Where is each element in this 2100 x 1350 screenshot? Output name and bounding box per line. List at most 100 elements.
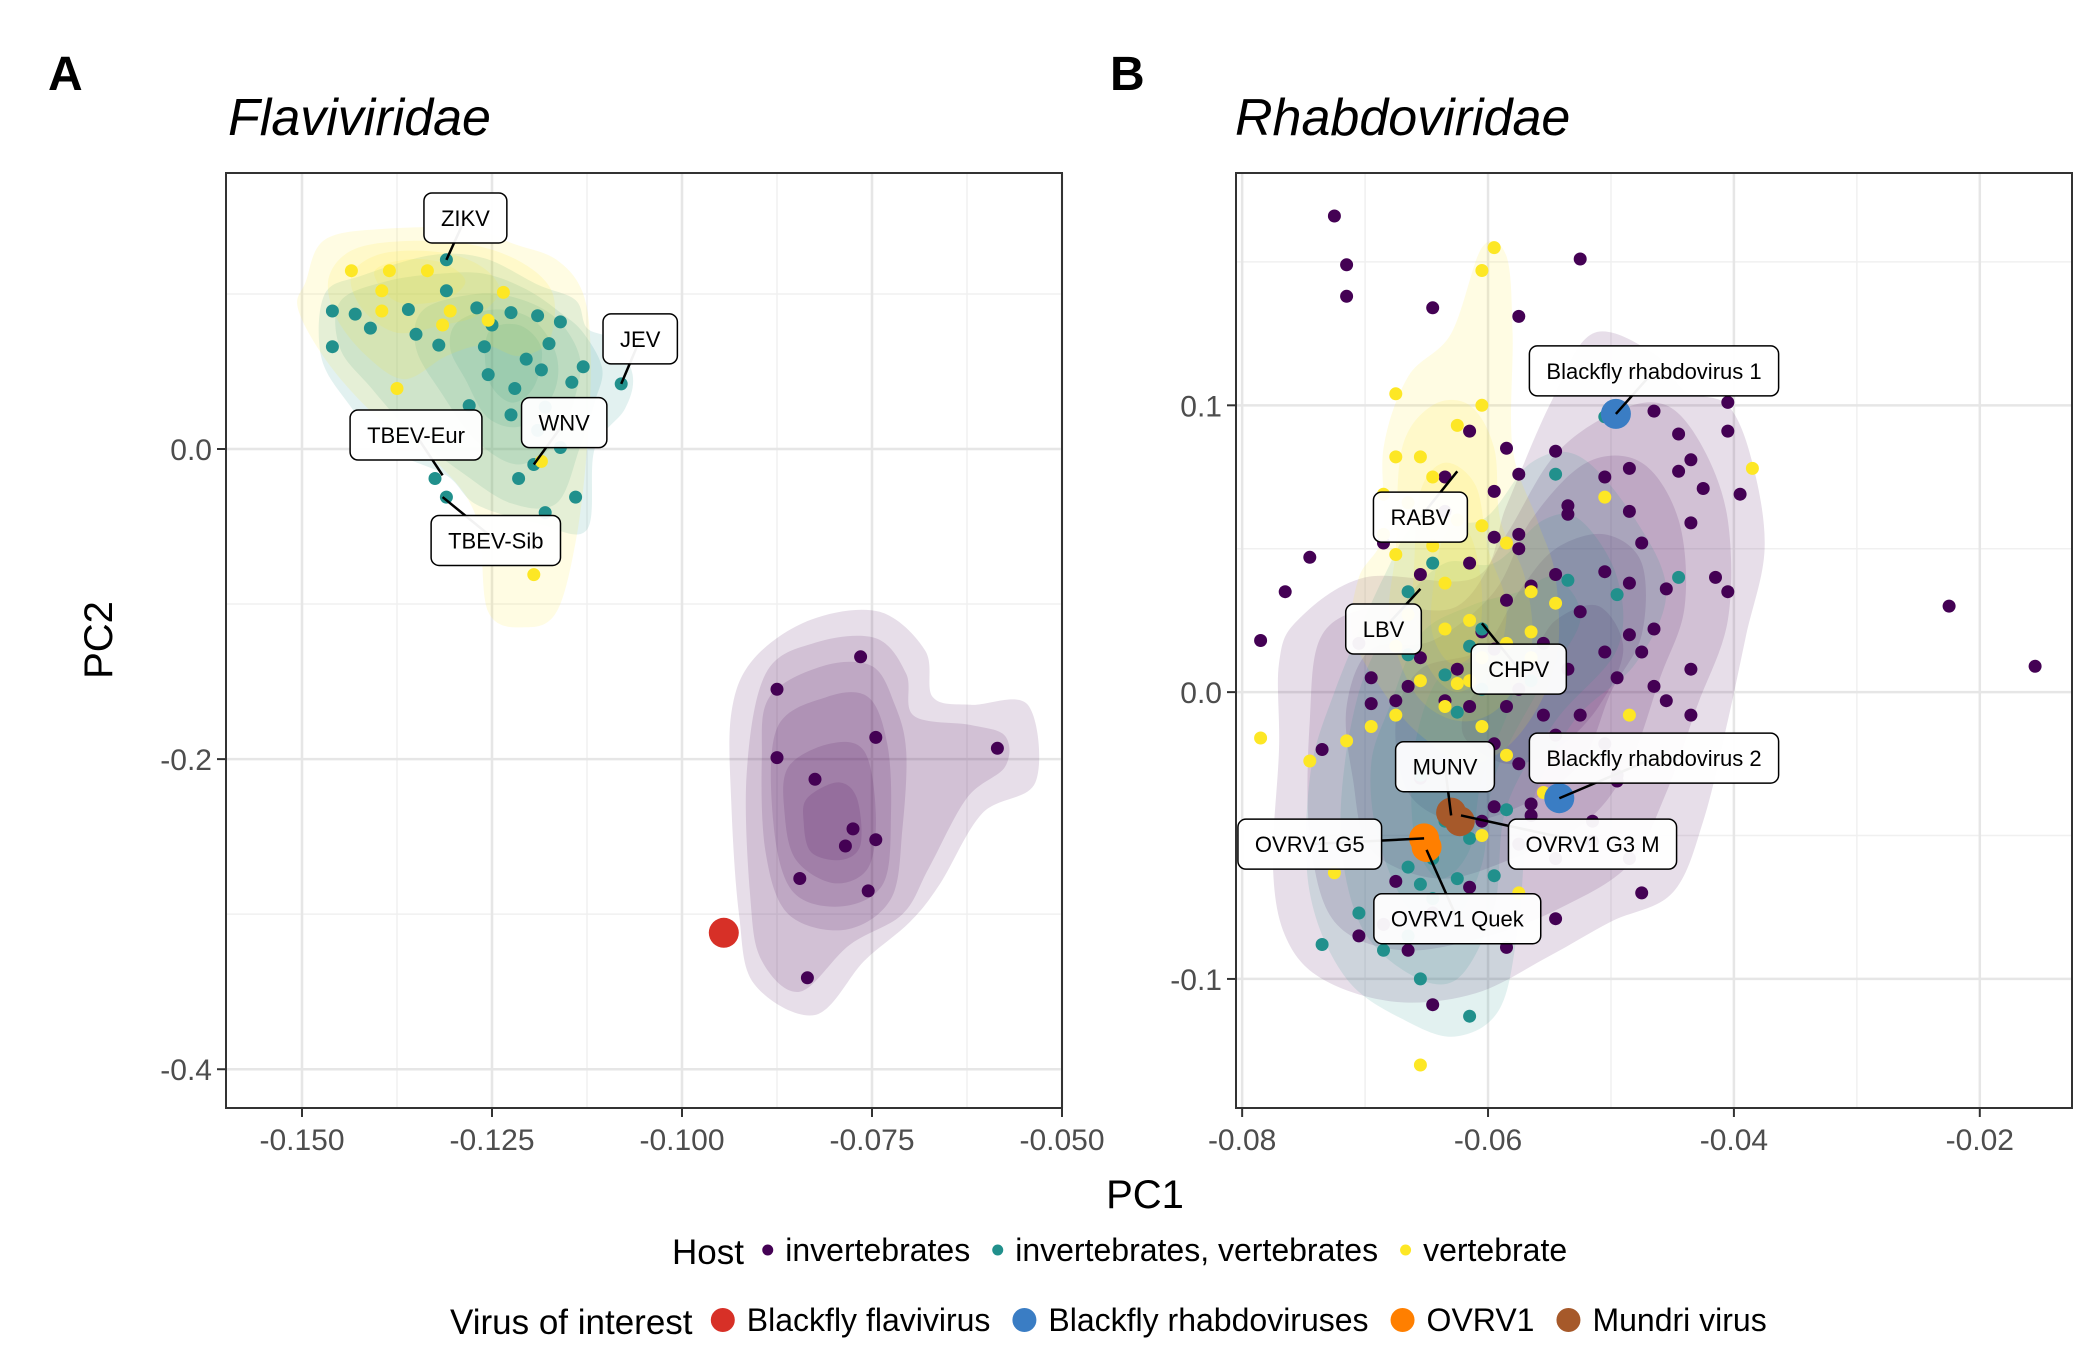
data-point (1500, 593, 1513, 607)
data-point (1352, 929, 1366, 943)
label-box (1373, 892, 1542, 945)
data-point (1475, 264, 1489, 277)
legend-label: invertebrates, vertebrates (1015, 1232, 1378, 1268)
legend-label: invertebrates (785, 1232, 970, 1268)
data-point (375, 284, 389, 298)
data-point (527, 568, 541, 582)
legend-label: OVRV1 (1427, 1302, 1535, 1338)
data-point (1463, 424, 1477, 438)
label-box (430, 514, 562, 567)
data-point (1709, 570, 1722, 584)
data-point (363, 321, 377, 335)
data-point (1512, 309, 1526, 323)
legend-label: Blackfly rhabdoviruses (1048, 1302, 1368, 1338)
label-box (1394, 740, 1496, 793)
data-point (770, 751, 784, 765)
data-point (1512, 527, 1526, 541)
data-point (531, 309, 545, 323)
data-point (1438, 700, 1452, 713)
x-axis-title: PC1 (1106, 1173, 1184, 1217)
data-point (1389, 694, 1403, 708)
virus-of-interest-points (708, 917, 739, 948)
data-point (462, 399, 476, 413)
data-point (439, 284, 453, 298)
data-point (990, 741, 1004, 755)
data-point (1635, 645, 1649, 659)
data-point (1413, 651, 1427, 665)
data-point (1475, 829, 1489, 842)
data-point (1463, 880, 1477, 894)
data-point (1500, 700, 1513, 713)
data-point (1684, 708, 1698, 722)
data-point (1475, 519, 1489, 533)
data-point (1438, 668, 1452, 682)
density-contour (803, 782, 862, 861)
data-point (1463, 700, 1477, 713)
y-tick-label: -0.4 (160, 1054, 212, 1087)
panel-b-border (1235, 172, 2073, 1109)
points-invertebrates (770, 650, 1004, 985)
data-point (1684, 662, 1698, 676)
data-point (401, 303, 415, 316)
data-point (1401, 679, 1415, 693)
data-point (1733, 487, 1747, 501)
data-point (428, 472, 442, 485)
data-point (1721, 585, 1735, 599)
data-point (1413, 1058, 1427, 1072)
data-point (1524, 625, 1538, 639)
data-point (1524, 585, 1538, 599)
point-label: Blackfly rhabdovirus 2 (1546, 746, 1761, 771)
data-point (569, 490, 583, 504)
y-tick-label: -0.2 (160, 744, 212, 777)
data-point (1438, 470, 1452, 484)
density-contour (745, 635, 1010, 992)
data-point (1340, 734, 1354, 748)
data-point (496, 285, 510, 299)
data-point (1598, 645, 1612, 659)
data-point (1745, 461, 1759, 475)
data-point (861, 884, 875, 898)
x-tick-label: -0.075 (829, 1124, 914, 1157)
data-point (1500, 536, 1513, 550)
data-point (1647, 622, 1661, 636)
data-point (1500, 441, 1513, 455)
data-point (1549, 568, 1563, 581)
virus-legend-title: Virus of interest (450, 1303, 693, 1342)
point-label: LBV (1363, 617, 1405, 642)
data-point (1303, 754, 1317, 768)
data-point (1364, 671, 1378, 685)
data-point (504, 306, 518, 320)
data-point (1327, 209, 1341, 223)
data-point (1672, 570, 1686, 584)
legend-swatch (762, 1244, 774, 1256)
points-invertebrates-vertebrates (325, 253, 628, 520)
data-point (1413, 450, 1427, 464)
data-point (1438, 622, 1452, 636)
density-contour (783, 741, 876, 884)
data-point (1389, 708, 1403, 722)
data-point (1500, 748, 1513, 762)
data-point (1487, 484, 1501, 498)
density-contour (484, 323, 543, 403)
data-point (1549, 467, 1563, 481)
data-point (1340, 289, 1354, 303)
data-point (390, 382, 404, 395)
x-tick-label: -0.06 (1454, 1124, 1522, 1157)
data-point (838, 839, 852, 853)
x-tick-label: -0.050 (1019, 1124, 1104, 1157)
label-box (1344, 603, 1423, 655)
point-label: OVRV1 Quek (1391, 907, 1525, 932)
data-point (1377, 943, 1390, 957)
data-point (481, 368, 495, 382)
data-point (1315, 743, 1329, 756)
data-point (1536, 708, 1550, 722)
density-invertebrates (729, 609, 1040, 1016)
data-point (1389, 548, 1403, 561)
data-point (793, 872, 807, 885)
data-point (800, 971, 814, 985)
data-point (1622, 504, 1636, 518)
data-point (534, 363, 548, 377)
data-point (375, 304, 389, 318)
legend-label: Blackfly flavivirus (747, 1302, 991, 1338)
